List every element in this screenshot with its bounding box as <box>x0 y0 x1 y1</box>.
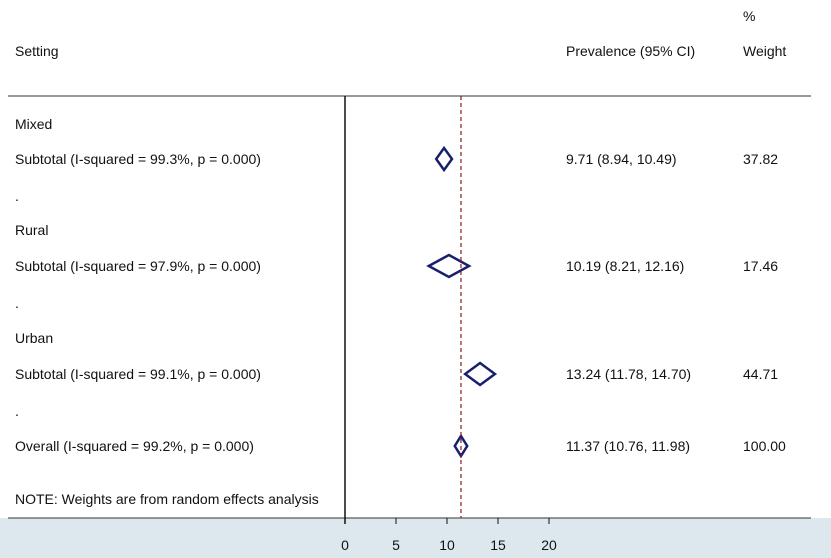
subtotal-diamond-7 <box>463 361 498 387</box>
subtotal-diamond-1 <box>434 145 454 173</box>
weight-text-7: 44.71 <box>743 366 778 382</box>
ci-text-1: 9.71 (8.94, 10.49) <box>566 151 677 167</box>
axis-band <box>0 518 831 558</box>
weight-text-9: 100.00 <box>743 438 786 454</box>
header-weight: Weight <box>743 43 786 59</box>
row-label-4: Subtotal (I-squared = 97.9%, p = 0.000) <box>15 258 261 274</box>
ci-text-4: 10.19 (8.21, 12.16) <box>566 258 684 274</box>
header-setting: Setting <box>15 43 59 59</box>
x-tick-label-5: 5 <box>392 537 400 553</box>
note-text: NOTE: Weights are from random effects an… <box>15 491 319 507</box>
row-label-1: Subtotal (I-squared = 99.3%, p = 0.000) <box>15 151 261 167</box>
row-label-2: . <box>15 188 19 204</box>
header-percent: % <box>743 8 755 24</box>
row-label-6: Urban <box>15 330 53 346</box>
weight-text-4: 17.46 <box>743 258 778 274</box>
ci-text-7: 13.24 (11.78, 14.70) <box>566 366 691 382</box>
header-prevalence: Prevalence (95% CI) <box>566 43 695 59</box>
row-label-5: . <box>15 295 19 311</box>
row-label-8: . <box>15 403 19 419</box>
weight-text-1: 37.82 <box>743 151 778 167</box>
x-tick-label-15: 15 <box>490 537 506 553</box>
row-label-7: Subtotal (I-squared = 99.1%, p = 0.000) <box>15 366 261 382</box>
row-label-9: Overall (I-squared = 99.2%, p = 0.000) <box>15 438 254 454</box>
row-label-3: Rural <box>15 222 48 238</box>
ci-text-9: 11.37 (10.76, 11.98) <box>566 438 690 454</box>
x-tick-label-0: 0 <box>341 537 349 553</box>
x-tick-label-20: 20 <box>541 537 557 553</box>
row-label-0: Mixed <box>15 116 52 132</box>
subtotal-diamond-4 <box>426 253 472 279</box>
x-tick-label-10: 10 <box>439 537 455 553</box>
